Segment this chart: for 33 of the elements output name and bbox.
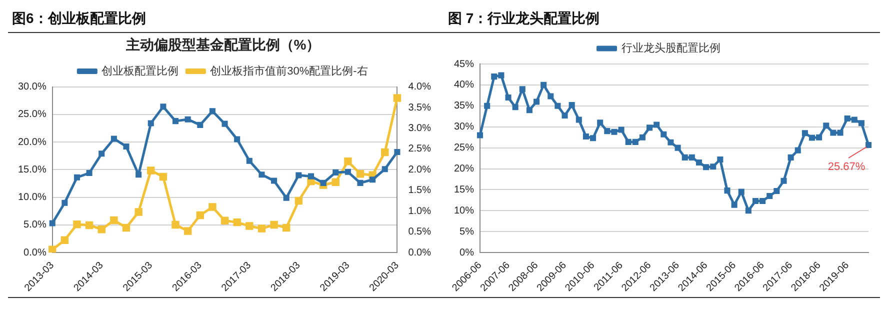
legend-label: 创业板配置比例 [102,64,179,78]
y-tick-label: 35% [454,100,474,112]
y-tick-label: 30% [454,122,474,133]
chart-title: 图 7：行业龙头配置比例 [444,8,880,33]
y-tick-label: 15% [454,184,474,196]
y2-tick-label: 1.0% [408,206,432,217]
annotation: 25.67% [828,161,866,174]
y2-tick-label: 0.5% [408,226,432,238]
chart-title: 图6：创业板配置比例 [8,8,444,33]
chart-subtitle: 主动偏股型基金配置比例（%） [124,36,320,52]
y2-tick-label: 4.0% [408,82,432,93]
legend-label: 创业板指市值前30%配置比例-右 [210,64,368,78]
y2-tick-label: 3.0% [408,122,432,134]
y2-tick-label: 2.5% [408,144,432,155]
y-tick-label: 40% [454,80,474,91]
y-tick-label: 10.0% [18,192,46,204]
y-tick-label: 25.0% [18,109,46,120]
y-tick-label: 45% [454,58,474,70]
y-tick-label: 20.0% [18,136,46,148]
y-tick-label: 25% [454,142,474,154]
y-tick-label: 0.0% [24,247,46,258]
y-tick-label: 30.0% [18,82,46,93]
y-tick-label: 5% [460,226,474,238]
y2-tick-label: 2.0% [408,164,432,176]
legend-label: 行业龙头股配置比例 [621,42,720,55]
y-tick-label: 15.0% [18,164,46,176]
y-tick-label: 0% [460,247,474,258]
y2-tick-label: 0.0% [408,247,432,258]
y2-tick-label: 1.5% [408,185,432,196]
y-tick-label: 20% [454,164,474,175]
y-tick-label: 5.0% [24,220,46,231]
y-tick-label: 10% [454,205,474,216]
y2-tick-label: 3.5% [408,102,432,114]
